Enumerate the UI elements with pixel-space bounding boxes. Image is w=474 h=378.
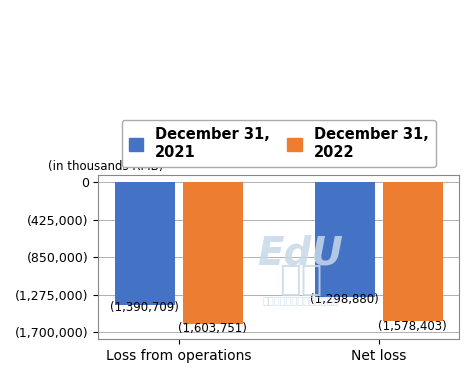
Text: (1,578,403): (1,578,403) <box>378 320 447 333</box>
Bar <box>182 182 243 324</box>
Text: EdU: EdU <box>257 235 343 273</box>
Text: 教育行业、前沿、深度、独家: 教育行业、前沿、深度、独家 <box>262 295 338 305</box>
Text: (1,603,751): (1,603,751) <box>178 322 247 335</box>
Text: 指南: 指南 <box>279 263 322 297</box>
Legend: December 31,
2021, December 31,
2022: December 31, 2021, December 31, 2022 <box>121 120 436 167</box>
Bar <box>115 182 175 305</box>
Bar <box>383 182 443 321</box>
Text: (1,298,880): (1,298,880) <box>310 293 379 306</box>
Text: (in thousands RMB): (in thousands RMB) <box>48 160 163 174</box>
Text: (1,390,709): (1,390,709) <box>110 301 179 314</box>
Bar <box>315 182 374 297</box>
